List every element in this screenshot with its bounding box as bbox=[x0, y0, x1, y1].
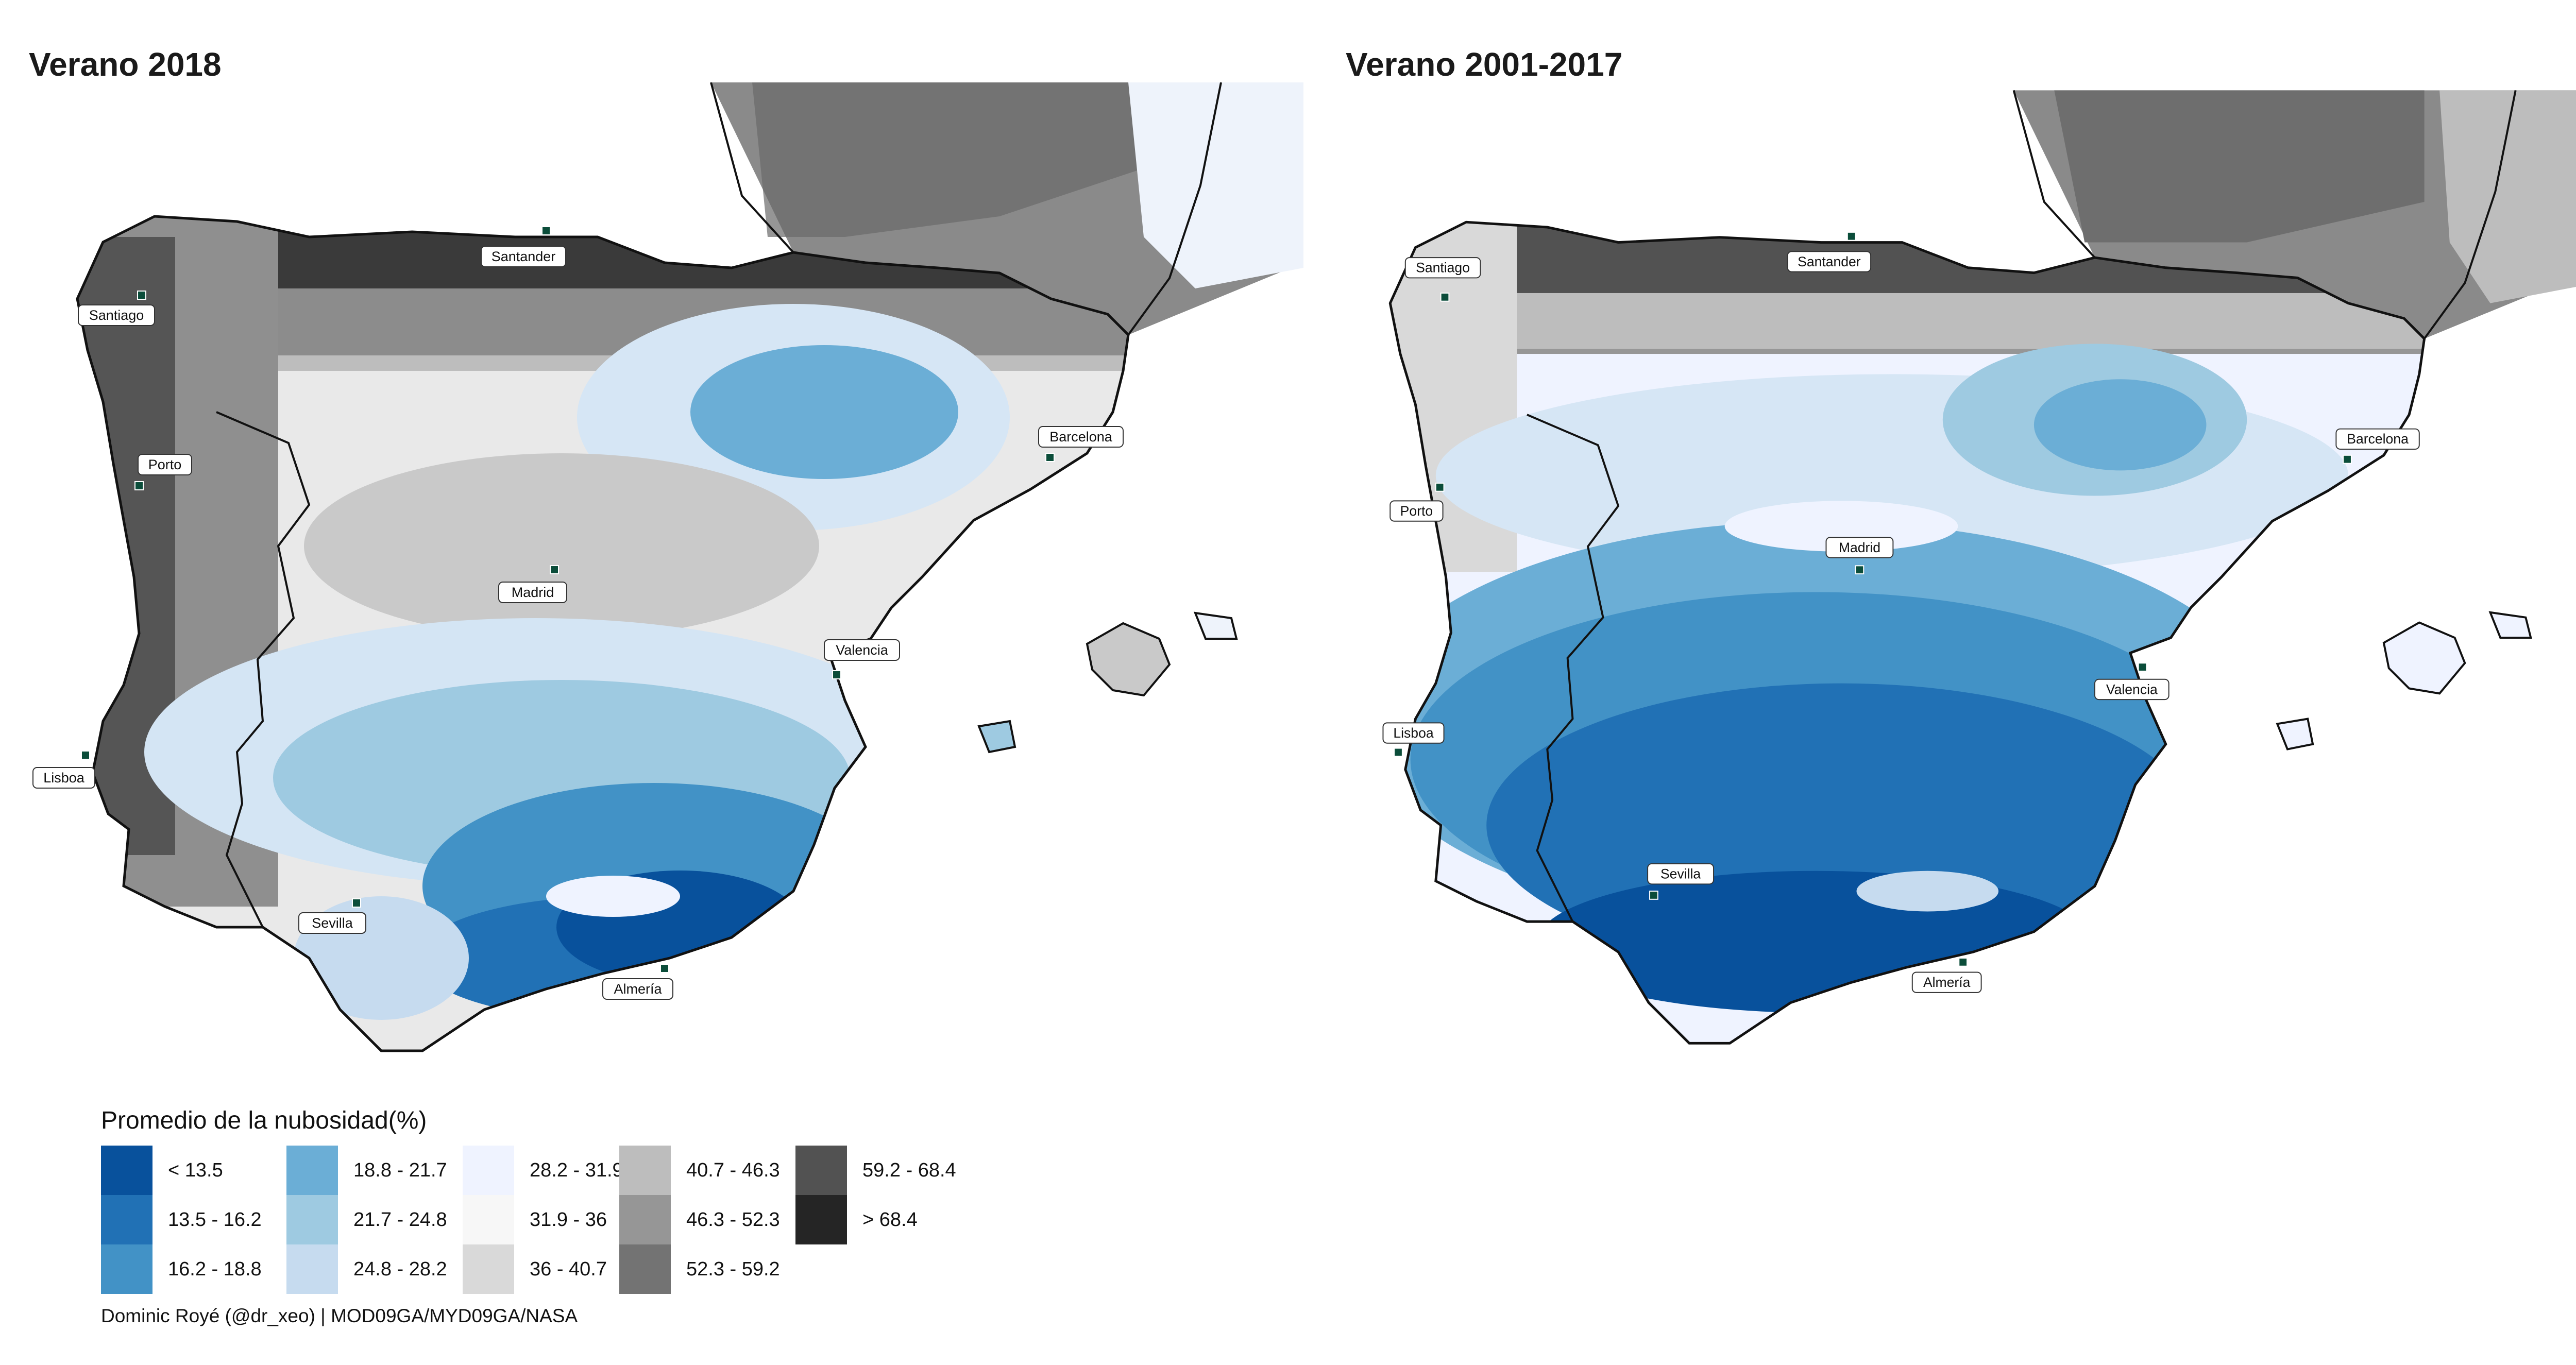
legend-item: 28.2 - 31.9 bbox=[463, 1146, 623, 1195]
legend-item: 31.9 - 36 bbox=[463, 1195, 607, 1244]
city-marker-santiago: Santiago bbox=[1404, 257, 1481, 302]
legend-item: < 13.5 bbox=[101, 1146, 223, 1195]
city-label-sevilla: Sevilla bbox=[1660, 866, 1701, 881]
city-label-santiago: Santiago bbox=[1416, 260, 1470, 276]
legend-item: 16.2 - 18.8 bbox=[101, 1244, 262, 1294]
city-label-barcelona: Barcelona bbox=[2347, 431, 2409, 447]
city-marker-almeria: Almería bbox=[602, 964, 673, 1000]
city-label-almeria: Almería bbox=[614, 981, 662, 997]
legend-swatch bbox=[286, 1195, 338, 1244]
city-label-porto: Porto bbox=[1400, 503, 1433, 519]
city-label-lisboa: Lisboa bbox=[43, 770, 85, 786]
legend-label: < 13.5 bbox=[168, 1159, 223, 1181]
panel-title-2001-2017: Verano 2001-2017 bbox=[1346, 46, 1623, 83]
city-label-santander: Santander bbox=[492, 249, 556, 264]
legend-label: 36 - 40.7 bbox=[530, 1258, 607, 1280]
legend-item: 36 - 40.7 bbox=[463, 1244, 607, 1294]
legend-swatch bbox=[463, 1195, 514, 1244]
city-label-lisboa: Lisboa bbox=[1393, 725, 1433, 741]
legend-label: 46.3 - 52.3 bbox=[686, 1208, 780, 1231]
city-marker-santiago: Santiago bbox=[78, 291, 155, 326]
legend-swatch bbox=[286, 1244, 338, 1294]
legend-swatch bbox=[795, 1195, 847, 1244]
city-label-valencia: Valencia bbox=[2106, 681, 2158, 697]
legend-label: 40.7 - 46.3 bbox=[686, 1159, 780, 1181]
city-label-madrid: Madrid bbox=[1839, 540, 1880, 555]
legend-item: 40.7 - 46.3 bbox=[619, 1146, 780, 1195]
city-marker-santander: Santander bbox=[1787, 231, 1872, 272]
legend-label: > 68.4 bbox=[862, 1208, 918, 1231]
legend-swatch bbox=[463, 1146, 514, 1195]
legend-item: 24.8 - 28.2 bbox=[286, 1244, 447, 1294]
legend-label: 31.9 - 36 bbox=[530, 1208, 607, 1231]
city-marker-lisboa: Lisboa bbox=[1382, 722, 1445, 757]
legend-swatch bbox=[101, 1195, 152, 1244]
legend-item: 52.3 - 59.2 bbox=[619, 1244, 780, 1294]
city-label-barcelona: Barcelona bbox=[1049, 429, 1113, 445]
legend-item: 21.7 - 24.8 bbox=[286, 1195, 447, 1244]
legend-swatch bbox=[619, 1195, 671, 1244]
legend-label: 59.2 - 68.4 bbox=[862, 1159, 956, 1181]
legend-swatch bbox=[286, 1146, 338, 1195]
legend-label: 52.3 - 59.2 bbox=[686, 1258, 780, 1280]
legend-swatch bbox=[795, 1146, 847, 1195]
legend-item: > 68.4 bbox=[795, 1195, 918, 1244]
city-marker-barcelona: Barcelona bbox=[1038, 426, 1124, 462]
legend-item: 18.8 - 21.7 bbox=[286, 1146, 447, 1195]
city-marker-almeria: Almería bbox=[1911, 957, 1982, 993]
city-marker-madrid: Madrid bbox=[498, 565, 567, 603]
city-marker-porto: Porto bbox=[134, 454, 192, 490]
legend-item: 46.3 - 52.3 bbox=[619, 1195, 780, 1244]
legend-title: Promedio de la nubosidad(%) bbox=[101, 1107, 427, 1134]
city-label-santander: Santander bbox=[1798, 254, 1861, 269]
caption: Dominic Royé (@dr_xeo) | MOD09GA/MYD09GA… bbox=[101, 1305, 578, 1326]
city-marker-valencia: Valencia bbox=[2094, 662, 2170, 701]
city-label-almeria: Almería bbox=[1923, 975, 1971, 990]
legend-item: 59.2 - 68.4 bbox=[795, 1146, 956, 1195]
city-label-sevilla: Sevilla bbox=[312, 915, 353, 931]
map-2018: Santander Santiago Porto Barcelona Madri… bbox=[32, 82, 1303, 1052]
legend-swatch bbox=[619, 1244, 671, 1294]
legend-swatch bbox=[101, 1146, 152, 1195]
city-marker-sevilla: Sevilla bbox=[298, 898, 366, 934]
city-marker-madrid: Madrid bbox=[1825, 537, 1894, 575]
city-marker-lisboa: Lisboa bbox=[32, 750, 95, 789]
city-marker-santander: Santander bbox=[481, 226, 566, 267]
city-marker-valencia: Valencia bbox=[824, 639, 900, 679]
map-2001-2017: Santiago Santander Barcelona Porto Madri… bbox=[1382, 90, 2576, 1045]
legend-label: 13.5 - 16.2 bbox=[168, 1208, 262, 1231]
legend-item: 13.5 - 16.2 bbox=[101, 1195, 262, 1244]
city-marker-porto: Porto bbox=[1389, 482, 1445, 522]
legend-swatch bbox=[101, 1244, 152, 1294]
city-label-santiago: Santiago bbox=[89, 308, 144, 323]
legend-label: 16.2 - 18.8 bbox=[168, 1258, 262, 1280]
panel-title-2018: Verano 2018 bbox=[29, 46, 222, 83]
legend-label: 21.7 - 24.8 bbox=[353, 1208, 447, 1231]
legend-label: 28.2 - 31.9 bbox=[530, 1159, 623, 1181]
city-marker-sevilla: Sevilla bbox=[1647, 863, 1715, 900]
city-label-valencia: Valencia bbox=[836, 642, 889, 658]
legend-label: 18.8 - 21.7 bbox=[353, 1159, 447, 1181]
city-label-madrid: Madrid bbox=[512, 585, 554, 600]
legend-swatch bbox=[463, 1244, 514, 1294]
legend-swatch bbox=[619, 1146, 671, 1195]
legend-label: 24.8 - 28.2 bbox=[353, 1258, 447, 1280]
city-marker-barcelona: Barcelona bbox=[2335, 428, 2420, 464]
city-label-porto: Porto bbox=[148, 457, 182, 472]
